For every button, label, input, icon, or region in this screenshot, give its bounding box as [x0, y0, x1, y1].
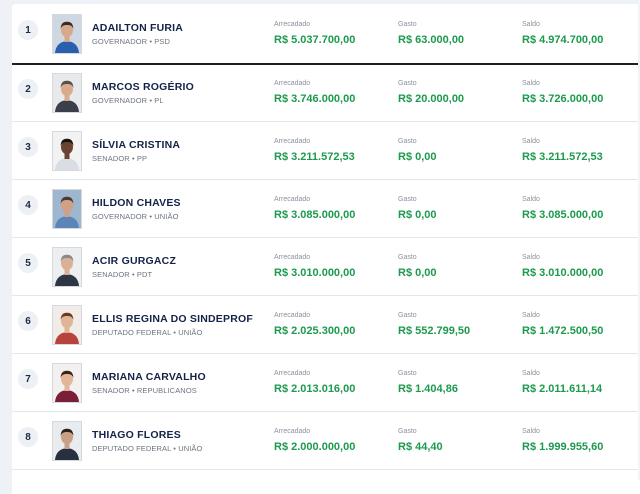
arrecadado-value: R$ 5.037.700,00 [274, 34, 356, 46]
saldo-label: Saldo [522, 21, 540, 28]
saldo-value: R$ 4.974.700,00 [522, 34, 604, 46]
saldo-label: Saldo [522, 138, 540, 145]
saldo-value: R$ 3.726.000,00 [522, 93, 604, 105]
candidate-list: 1 ADAILTON FURIA GOVERNADOR • PSD Arrecadad… [12, 4, 640, 494]
rank-badge: 7 [18, 369, 38, 389]
candidate-photo-image [53, 190, 81, 228]
candidate-role: SENADOR • REPUBLICANOS [92, 386, 197, 395]
gasto-value: R$ 20.000,00 [398, 93, 465, 105]
candidate-role: GOVERNADOR • PSD [92, 37, 170, 46]
candidate-name[interactable]: ACIR GURGACZ [92, 255, 177, 267]
arrecadado-value: R$ 3.211.572,53 [274, 151, 355, 163]
gasto-label: Gasto [398, 312, 417, 319]
candidate-name[interactable]: THIAGO FLORES [92, 429, 181, 441]
candidate-name[interactable]: SÍLVIA CRISTINA [92, 139, 181, 151]
arrecadado-value: R$ 2.025.300,00 [274, 325, 356, 337]
arrecadado-label: Arrecadado [274, 21, 311, 28]
candidate-name[interactable]: MARCOS ROGÉRIO [92, 81, 194, 93]
arrecadado-label: Arrecadado [274, 80, 311, 87]
candidate-photo [52, 189, 82, 229]
rank-badge: 2 [18, 79, 38, 99]
arrecadado-value: R$ 3.085.000,00 [274, 209, 356, 221]
arrecadado-label: Arrecadado [274, 428, 311, 435]
rank-badge: 3 [18, 137, 38, 157]
gasto-label: Gasto [398, 428, 417, 435]
arrecadado-value: R$ 2.013.016,00 [274, 383, 356, 395]
rank-badge: 4 [18, 195, 38, 215]
saldo-label: Saldo [522, 196, 540, 203]
candidate-photo [52, 363, 82, 403]
candidate-photo-image [53, 306, 81, 344]
gasto-label: Gasto [398, 80, 417, 87]
candidate-photo-image [53, 248, 81, 286]
candidate-name[interactable]: ELLIS REGINA DO SINDEPROF [92, 313, 253, 325]
saldo-label: Saldo [522, 370, 540, 377]
candidate-row[interactable]: 2 MARCOS ROGÉRIO GOVERNADOR • PL Arrecadado… [12, 63, 640, 122]
gasto-value: R$ 1.404,86 [398, 383, 458, 395]
saldo-label: Saldo [522, 428, 540, 435]
candidate-row[interactable]: 6 ELLIS REGINA DO SINDEPROF DEPUTADO FEDER… [12, 295, 640, 354]
candidate-photo [52, 421, 82, 461]
gasto-label: Gasto [398, 196, 417, 203]
saldo-label: Saldo [522, 312, 540, 319]
arrecadado-value: R$ 3.010.000,00 [274, 267, 356, 279]
saldo-value: R$ 3.010.000,00 [522, 267, 604, 279]
candidate-name[interactable]: MARIANA CARVALHO [92, 371, 206, 383]
candidate-row[interactable]: 1 ADAILTON FURIA GOVERNADOR • PSD Arrecadad… [12, 4, 640, 65]
gasto-value: R$ 0,00 [398, 267, 437, 279]
saldo-label: Saldo [522, 80, 540, 87]
candidate-photo [52, 73, 82, 113]
candidate-photo [52, 305, 82, 345]
candidate-role: SENADOR • PDT [92, 270, 153, 279]
gasto-value: R$ 0,00 [398, 209, 437, 221]
arrecadado-label: Arrecadado [274, 254, 311, 261]
arrecadado-label: Arrecadado [274, 196, 311, 203]
gasto-label: Gasto [398, 21, 417, 28]
candidate-role: GOVERNADOR • UNIÃO [92, 212, 179, 221]
candidate-role: GOVERNADOR • PL [92, 96, 164, 105]
saldo-value: R$ 1.472.500,50 [522, 325, 604, 337]
gasto-value: R$ 44,40 [398, 441, 443, 453]
rank-badge: 6 [18, 311, 38, 331]
rank-badge: 1 [18, 20, 38, 40]
gasto-label: Gasto [398, 138, 417, 145]
scrollbar-track[interactable] [638, 0, 640, 480]
candidate-photo-image [53, 74, 81, 112]
candidate-photo [52, 14, 82, 54]
candidate-photo-image [53, 422, 81, 460]
candidate-photo [52, 247, 82, 287]
candidate-role: DEPUTADO FEDERAL • UNIÃO [92, 444, 203, 453]
arrecadado-label: Arrecadado [274, 138, 311, 145]
candidate-role: SENADOR • PP [92, 154, 148, 163]
candidate-photo [52, 131, 82, 171]
candidate-row[interactable]: 4 HILDON CHAVES GOVERNADOR • UNIÃO Arrecada… [12, 179, 640, 238]
candidate-row[interactable]: 8 THIAGO FLORES DEPUTADO FEDERAL • UNIÃO Ar… [12, 411, 640, 470]
candidate-row[interactable]: 5 ACIR GURGACZ SENADOR • PDT Arrecadado R$ 3… [12, 237, 640, 296]
gasto-label: Gasto [398, 254, 417, 261]
candidate-name[interactable]: ADAILTON FURIA [92, 22, 184, 34]
saldo-value: R$ 1.999.955,60 [522, 441, 604, 453]
gasto-value: R$ 552.799,50 [398, 325, 471, 337]
candidate-photo-image [53, 132, 81, 170]
saldo-label: Saldo [522, 254, 540, 261]
gasto-value: R$ 63.000,00 [398, 34, 465, 46]
gasto-label: Gasto [398, 370, 417, 377]
arrecadado-value: R$ 2.000.000,00 [274, 441, 356, 453]
candidate-photo-image [53, 364, 81, 402]
arrecadado-value: R$ 3.746.000,00 [274, 93, 356, 105]
rank-badge: 8 [18, 427, 38, 447]
candidate-role: DEPUTADO FEDERAL • UNIÃO [92, 328, 203, 337]
saldo-value: R$ 3.211.572,53 [522, 151, 603, 163]
saldo-value: R$ 2.011.611,14 [522, 383, 603, 395]
arrecadado-label: Arrecadado [274, 312, 311, 319]
gasto-value: R$ 0,00 [398, 151, 437, 163]
saldo-value: R$ 3.085.000,00 [522, 209, 604, 221]
rank-badge: 5 [18, 253, 38, 273]
candidate-name[interactable]: HILDON CHAVES [92, 197, 181, 209]
candidate-row[interactable]: 7 MARIANA CARVALHO SENADOR • REPUBLICANOS A… [12, 353, 640, 412]
candidate-row[interactable]: 3 SÍLVIA CRISTINA SENADOR • PP Arrecadado R$… [12, 121, 640, 180]
arrecadado-label: Arrecadado [274, 370, 311, 377]
candidate-photo-image [53, 15, 81, 53]
